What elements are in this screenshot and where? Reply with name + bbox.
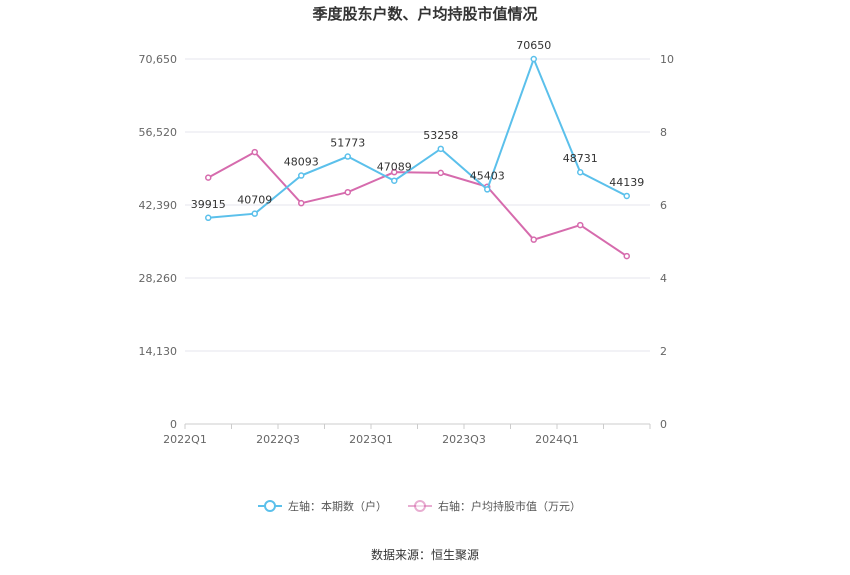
data-point[interactable] (205, 174, 212, 181)
data-label: 48731 (563, 152, 598, 165)
y-left-tick-label: 14,130 (139, 345, 178, 358)
grid (185, 58, 650, 352)
legend-item-left-series[interactable]: 左轴：本期数（户） (258, 499, 387, 513)
data-label: 39915 (191, 198, 226, 211)
data-point[interactable] (344, 188, 351, 196)
data-point[interactable] (298, 172, 305, 179)
data-point[interactable] (298, 199, 305, 207)
legend-label-right-series: 右轴：户均持股市值（万元） (438, 499, 581, 513)
y-right-tick-label: 4 (660, 272, 667, 285)
data-point[interactable] (623, 252, 630, 260)
legend-item-right-series[interactable]: 右轴：户均持股市值（万元） (408, 499, 581, 513)
data-point[interactable] (530, 236, 537, 243)
x-tick-label: 2023Q3 (442, 433, 486, 446)
x-tick-label: 2022Q3 (256, 433, 300, 446)
y-right-tick-label: 8 (660, 126, 667, 139)
data-point[interactable] (251, 148, 258, 156)
x-tick-label: 2024Q1 (535, 433, 579, 446)
y-right-tick-label: 2 (660, 345, 667, 358)
y-left-tick-label: 56,520 (139, 126, 178, 139)
y-right-tick-label: 6 (660, 199, 667, 212)
y-left-tick-label: 42,390 (139, 199, 178, 212)
legend-marker-icon (264, 500, 276, 512)
data-point[interactable] (251, 210, 258, 217)
data-label: 44139 (609, 176, 644, 189)
y-left-tick-label: 28,260 (139, 272, 178, 285)
chart-title: 季度股东户数、户均持股市值情况 (312, 5, 537, 23)
x-tick-label: 2023Q1 (349, 433, 393, 446)
data-point[interactable] (391, 168, 398, 176)
data-point[interactable] (484, 186, 491, 193)
series-line (208, 56, 628, 219)
data-labels: 39915 40709 48093 51773 47089 53258 45403 70650… (191, 39, 645, 211)
y-left-tick-label: 0 (170, 418, 177, 431)
data-point[interactable] (530, 55, 537, 63)
y-right-tick-label: 0 (660, 418, 667, 431)
data-point[interactable] (205, 214, 212, 222)
series-layer (205, 55, 630, 260)
x-tick-label: 2022Q1 (163, 433, 207, 446)
data-label: 48093 (284, 156, 319, 169)
axes: 0 0 14,130 2 28,260 4 42,390 6 56,520 8 70,650 10 20… (139, 53, 675, 446)
series-line (207, 150, 628, 257)
data-point[interactable] (577, 168, 584, 176)
legend: 左轴：本期数（户） 右轴：户均持股市值（万元） (258, 499, 581, 513)
data-point[interactable] (577, 221, 584, 229)
y-right-tick-label: 10 (660, 53, 674, 66)
data-label: 70650 (516, 39, 551, 52)
source-note: 数据来源：恒生聚源 (371, 547, 479, 562)
data-point[interactable] (437, 169, 444, 177)
legend-marker-icon (414, 500, 426, 512)
data-label: 53258 (423, 129, 458, 142)
data-point[interactable] (623, 192, 630, 200)
y-left-tick-label: 70,650 (139, 53, 178, 66)
data-label: 40709 (237, 194, 272, 207)
data-label: 51773 (330, 137, 365, 150)
data-point[interactable] (391, 177, 398, 184)
data-label: 47089 (377, 161, 412, 174)
legend-label-left-series: 左轴：本期数（户） (288, 499, 387, 513)
data-point[interactable] (344, 153, 351, 160)
data-point[interactable] (437, 145, 444, 153)
data-label: 45403 (470, 169, 505, 182)
